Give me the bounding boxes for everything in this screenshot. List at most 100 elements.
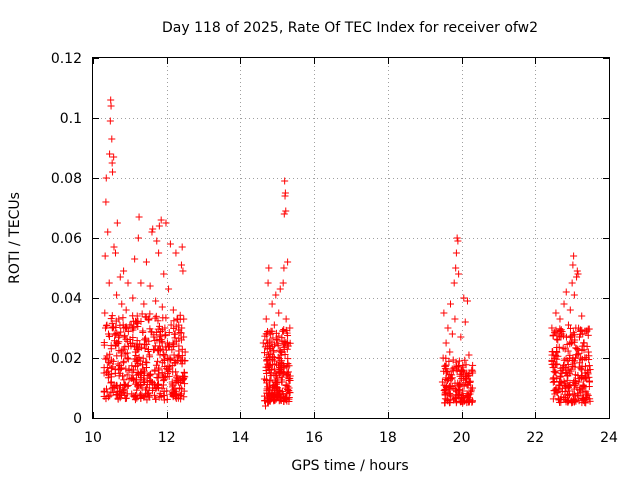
data-point xyxy=(282,315,290,323)
data-point xyxy=(151,337,159,345)
data-point xyxy=(134,382,142,390)
data-point xyxy=(155,222,163,230)
data-point xyxy=(152,297,160,305)
x-tick-label: 22 xyxy=(526,430,544,446)
data-point xyxy=(107,379,115,387)
data-point xyxy=(564,383,572,391)
data-point xyxy=(573,345,581,353)
data-point xyxy=(144,315,152,323)
data-point xyxy=(574,392,582,400)
data-point xyxy=(151,314,159,322)
data-point xyxy=(150,391,158,399)
data-point xyxy=(581,369,589,377)
data-point xyxy=(452,249,460,257)
data-point xyxy=(565,387,573,395)
data-point xyxy=(455,393,463,401)
data-point xyxy=(123,371,131,379)
data-point xyxy=(548,324,556,332)
data-point xyxy=(175,321,183,329)
data-point xyxy=(278,373,286,381)
data-point xyxy=(563,372,571,380)
data-point xyxy=(107,102,115,110)
data-point xyxy=(107,96,115,104)
data-point xyxy=(561,345,569,353)
data-point xyxy=(557,333,565,341)
data-point xyxy=(120,333,128,341)
data-point xyxy=(580,394,588,402)
data-point xyxy=(553,360,561,368)
data-point xyxy=(129,376,137,384)
data-point xyxy=(276,285,284,293)
data-point xyxy=(463,297,471,305)
data-point xyxy=(180,369,188,377)
data-point xyxy=(283,386,291,394)
data-point xyxy=(157,336,165,344)
data-point xyxy=(105,279,113,287)
data-point xyxy=(132,378,140,386)
data-point xyxy=(133,337,141,345)
data-point xyxy=(156,331,164,339)
data-point xyxy=(554,336,562,344)
data-point xyxy=(574,270,582,278)
data-point xyxy=(269,353,277,361)
data-point xyxy=(445,357,453,365)
y-tick-label: 0 xyxy=(73,411,82,427)
data-point xyxy=(448,330,456,338)
data-point xyxy=(173,372,181,380)
data-point xyxy=(549,331,557,339)
data-point xyxy=(446,392,454,400)
data-point xyxy=(100,369,108,377)
data-point xyxy=(442,339,450,347)
data-point xyxy=(559,366,567,374)
data-point xyxy=(457,398,465,406)
data-point xyxy=(132,318,140,326)
data-point xyxy=(154,381,161,389)
data-point xyxy=(112,390,120,398)
data-point xyxy=(259,339,267,347)
data-point xyxy=(449,356,457,364)
x-tick-label: 18 xyxy=(379,430,397,446)
data-point xyxy=(160,356,168,364)
data-point xyxy=(152,385,160,393)
data-point xyxy=(280,337,288,345)
data-point xyxy=(151,366,159,374)
data-point xyxy=(585,362,593,370)
data-point xyxy=(460,382,468,390)
data-point xyxy=(131,255,139,263)
data-point xyxy=(451,315,459,323)
data-point xyxy=(567,332,575,340)
data-point xyxy=(572,397,580,405)
data-point xyxy=(553,348,561,356)
data-point xyxy=(114,394,122,402)
data-point xyxy=(163,339,171,347)
data-point xyxy=(462,361,470,369)
data-point xyxy=(447,300,455,308)
data-point xyxy=(468,398,476,406)
data-point xyxy=(561,388,569,396)
data-point xyxy=(106,350,114,358)
data-point xyxy=(111,365,119,373)
data-point xyxy=(156,389,164,397)
data-point xyxy=(439,354,447,362)
data-point xyxy=(118,372,126,380)
data-point xyxy=(560,300,568,308)
data-point xyxy=(570,398,578,406)
data-point xyxy=(161,332,169,340)
data-point xyxy=(280,264,288,272)
data-point xyxy=(119,314,127,322)
data-point xyxy=(102,322,110,330)
data-point xyxy=(146,282,154,290)
data-point xyxy=(272,291,280,299)
data-point xyxy=(107,370,115,378)
data-point xyxy=(102,395,110,403)
data-point xyxy=(179,267,187,275)
data-point xyxy=(117,348,125,356)
data-point xyxy=(579,330,587,338)
data-point xyxy=(113,219,121,227)
data-point xyxy=(159,372,167,380)
data-point xyxy=(284,368,292,376)
data-point xyxy=(112,323,120,331)
data-point xyxy=(558,330,566,338)
data-point xyxy=(447,375,455,383)
data-point xyxy=(468,366,476,374)
